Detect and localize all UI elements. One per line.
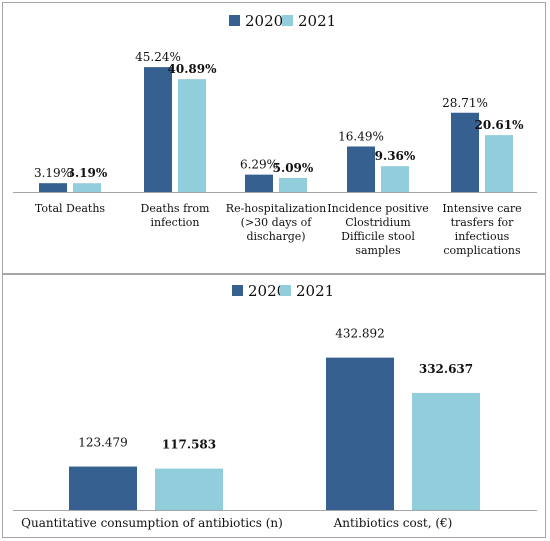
bar-deaths-from-infection-2020 <box>144 67 172 192</box>
data-label-deaths-from-infection-2020: 45.24% <box>135 50 181 64</box>
category-label-re-hospitalization: Re-hospitalization (>30 days of discharge) <box>226 202 326 243</box>
category-label-antibiotics-cost: Antibiotics cost, (€) <box>333 516 453 530</box>
bar-antibiotics-cost-2021 <box>412 392 480 510</box>
bar-intensive-care-transfers-2021 <box>485 135 513 192</box>
category-label-antibiotic-consumption: Quantitative consumption of antibiotics … <box>21 516 283 530</box>
bar-intensive-care-transfers-2020 <box>451 112 479 192</box>
category-label-clostridium-difficile: Incidence positive Clostridium Difficile s… <box>327 202 428 257</box>
data-label-intensive-care-transfers-2021: 20.61% <box>475 118 525 132</box>
bar-antibiotics-cost-2020 <box>326 357 394 510</box>
legend-swatch-2021-bottom <box>280 285 291 296</box>
data-label-antibiotic-consumption-2021: 117.583 <box>162 438 216 452</box>
data-label-antibiotics-cost-2020: 432.892 <box>335 327 385 341</box>
bar-clostridium-difficile-2020 <box>347 146 375 192</box>
data-label-total-deaths-2020: 3.19% <box>34 166 72 180</box>
data-label-clostridium-difficile-2021: 9.36% <box>375 149 416 163</box>
data-label-clostridium-difficile-2020: 16.49% <box>338 129 384 143</box>
bar-re-hospitalization-2021 <box>279 177 307 192</box>
category-label-deaths-from-infection: Deaths from infection <box>141 202 210 229</box>
data-label-antibiotics-cost-2021: 332.637 <box>419 362 473 376</box>
legend-label-2020: 2020 <box>245 12 283 30</box>
bar-total-deaths-2020 <box>39 183 67 192</box>
bar-antibiotic-consumption-2020 <box>69 466 137 510</box>
data-label-deaths-from-infection-2021: 40.89% <box>168 62 218 76</box>
bar-deaths-from-infection-2021 <box>178 79 206 192</box>
legend-swatch-2020 <box>229 15 240 26</box>
data-label-intensive-care-transfers-2020: 28.71% <box>442 96 488 110</box>
legend-label-2021-bottom: 2021 <box>296 282 334 300</box>
data-label-re-hospitalization-2021: 5.09% <box>273 161 314 175</box>
legend-label-2021: 2021 <box>298 12 336 30</box>
bar-antibiotic-consumption-2021 <box>155 468 223 510</box>
legend-swatch-2021 <box>282 15 293 26</box>
category-label-total-deaths: Total Deaths <box>35 202 105 215</box>
bar-total-deaths-2021 <box>73 183 101 192</box>
bar-re-hospitalization-2020 <box>245 174 273 192</box>
data-label-total-deaths-2021: 3.19% <box>67 166 108 180</box>
bar-clostridium-difficile-2021 <box>381 166 409 192</box>
data-label-re-hospitalization-2020: 6.29% <box>240 158 278 172</box>
category-label-intensive-care-transfers: Intensive care trasfers for infectious comp… <box>442 202 521 257</box>
legend-label-2020-bottom: 2020 <box>248 282 286 300</box>
legend-swatch-2020-bottom <box>232 285 243 296</box>
data-label-antibiotic-consumption-2020: 123.479 <box>78 436 128 450</box>
